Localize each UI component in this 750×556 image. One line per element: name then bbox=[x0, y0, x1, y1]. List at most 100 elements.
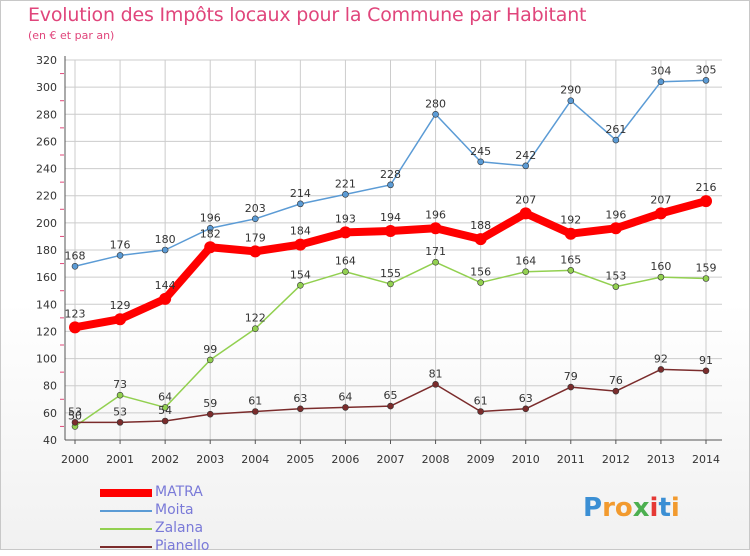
data-point-pianello-2006 bbox=[342, 404, 349, 411]
data-label-zalana-2000: 50 bbox=[68, 409, 82, 422]
data-label-pianello-2007: 65 bbox=[384, 389, 398, 402]
data-label-zalana-2010: 164 bbox=[515, 255, 536, 268]
legend-label-zalana: Zalana bbox=[155, 520, 204, 536]
data-label-zalana-2001: 73 bbox=[113, 378, 127, 391]
legend-swatch-moita bbox=[100, 510, 152, 512]
data-point-zalana-2008 bbox=[432, 258, 439, 266]
y-tick-label-40: 40 bbox=[43, 434, 57, 447]
data-label-matra-2002: 144 bbox=[155, 279, 176, 292]
x-tick-label-2010: 2010 bbox=[512, 453, 540, 466]
data-point-pianello-2011 bbox=[567, 383, 575, 391]
data-point-moita-2013 bbox=[657, 78, 665, 86]
data-point-moita-2008 bbox=[432, 110, 439, 118]
data-point-pianello-2010 bbox=[522, 405, 530, 413]
legend-label-moita: Moita bbox=[155, 502, 194, 518]
data-label-moita-2011: 290 bbox=[560, 84, 581, 97]
data-point-zalana-2014 bbox=[702, 275, 710, 282]
data-label-zalana-2014: 159 bbox=[696, 262, 717, 275]
data-point-matra-2005 bbox=[294, 238, 307, 251]
data-label-pianello-2006: 64 bbox=[338, 390, 352, 403]
data-point-pianello-2001 bbox=[116, 419, 124, 426]
data-point-zalana-2004 bbox=[251, 325, 259, 333]
data-point-matra-2011 bbox=[564, 227, 577, 240]
data-label-moita-2007: 228 bbox=[380, 168, 401, 181]
data-point-zalana-2007 bbox=[387, 280, 394, 288]
data-label-matra-2013: 207 bbox=[650, 193, 671, 206]
data-point-pianello-2004 bbox=[251, 408, 259, 415]
x-tick-label-2000: 2000 bbox=[61, 453, 89, 466]
data-label-moita-2010: 242 bbox=[515, 149, 536, 162]
data-label-zalana-2005: 154 bbox=[290, 268, 311, 281]
legend-swatch-matra bbox=[100, 489, 152, 497]
data-point-moita-2003 bbox=[206, 224, 214, 232]
data-label-pianello-2014: 91 bbox=[699, 354, 713, 367]
data-point-moita-2011 bbox=[567, 97, 575, 105]
data-point-moita-2009 bbox=[477, 158, 484, 166]
y-tick-label-320: 320 bbox=[36, 54, 57, 67]
data-point-moita-2006 bbox=[342, 191, 349, 198]
x-tick-label-2013: 2013 bbox=[647, 453, 675, 466]
data-point-moita-2014 bbox=[702, 77, 710, 84]
data-label-pianello-2009: 61 bbox=[474, 395, 488, 408]
data-label-pianello-2011: 79 bbox=[564, 370, 578, 383]
data-point-moita-2001 bbox=[116, 252, 124, 259]
data-point-moita-2002 bbox=[161, 246, 169, 254]
data-point-moita-2012 bbox=[612, 136, 620, 144]
data-point-matra-2010 bbox=[519, 207, 532, 220]
data-point-pianello-2002 bbox=[161, 417, 169, 425]
data-label-matra-2003: 182 bbox=[200, 227, 221, 240]
data-label-matra-2006: 193 bbox=[335, 212, 356, 225]
x-tick-label-2003: 2003 bbox=[196, 453, 224, 466]
data-label-zalana-2011: 165 bbox=[560, 253, 581, 266]
legend-item-moita[interactable]: Moita bbox=[100, 502, 300, 520]
data-point-matra-2004 bbox=[249, 245, 262, 258]
data-label-matra-2012: 196 bbox=[605, 208, 626, 221]
x-tick-label-2005: 2005 bbox=[286, 453, 314, 466]
legend-item-matra[interactable]: MATRA bbox=[100, 484, 300, 502]
legend-item-zalana[interactable]: Zalana bbox=[100, 520, 300, 538]
data-label-pianello-2003: 59 bbox=[203, 397, 217, 410]
data-point-pianello-2014 bbox=[702, 367, 710, 375]
data-label-zalana-2007: 155 bbox=[380, 267, 401, 280]
data-point-matra-2012 bbox=[609, 222, 622, 235]
data-point-zalana-2002 bbox=[161, 404, 169, 411]
legend-swatch-zalana bbox=[100, 528, 152, 530]
data-point-moita-2007 bbox=[387, 181, 394, 189]
legend-item-pianello[interactable]: Pianello bbox=[100, 538, 300, 556]
data-label-pianello-2013: 92 bbox=[654, 352, 668, 365]
y-tick-label-280: 280 bbox=[36, 108, 57, 121]
svg-text:Proxiti: Proxiti bbox=[583, 493, 680, 523]
data-label-matra-2011: 192 bbox=[560, 214, 581, 227]
data-label-pianello-2002: 54 bbox=[158, 404, 172, 417]
data-label-zalana-2009: 156 bbox=[470, 266, 491, 279]
data-label-pianello-2000: 53 bbox=[68, 405, 82, 418]
data-point-pianello-2009 bbox=[477, 408, 484, 415]
y-tick-label-300: 300 bbox=[36, 81, 57, 94]
data-label-moita-2002: 180 bbox=[155, 233, 176, 246]
data-label-pianello-2004: 61 bbox=[248, 395, 262, 408]
legend-label-pianello: Pianello bbox=[155, 538, 210, 554]
data-point-matra-2007 bbox=[384, 225, 397, 237]
chart-title: Evolution des Impôts locaux pour la Comm… bbox=[28, 4, 587, 26]
data-point-zalana-2010 bbox=[522, 268, 530, 276]
data-point-zalana-2003 bbox=[206, 356, 214, 364]
data-label-moita-2001: 176 bbox=[110, 238, 131, 251]
data-point-matra-2009 bbox=[474, 233, 487, 246]
data-label-pianello-2012: 76 bbox=[609, 374, 623, 387]
data-point-matra-2001 bbox=[114, 313, 127, 326]
data-label-zalana-2008: 171 bbox=[425, 245, 446, 258]
data-label-matra-2004: 179 bbox=[245, 231, 266, 244]
y-tick-label-180: 180 bbox=[36, 244, 57, 257]
data-label-matra-2014: 216 bbox=[696, 181, 717, 194]
y-tick-label-100: 100 bbox=[36, 353, 57, 366]
data-label-moita-2012: 261 bbox=[605, 123, 626, 136]
data-label-moita-2006: 221 bbox=[335, 177, 356, 190]
legend-label-matra: MATRA bbox=[155, 484, 203, 500]
data-label-moita-2008: 280 bbox=[425, 97, 446, 110]
y-tick-label-140: 140 bbox=[36, 298, 57, 311]
data-label-matra-2008: 196 bbox=[425, 208, 446, 221]
data-point-zalana-2001 bbox=[116, 391, 124, 399]
data-label-zalana-2013: 160 bbox=[650, 260, 671, 273]
y-tick-label-240: 240 bbox=[36, 163, 57, 176]
